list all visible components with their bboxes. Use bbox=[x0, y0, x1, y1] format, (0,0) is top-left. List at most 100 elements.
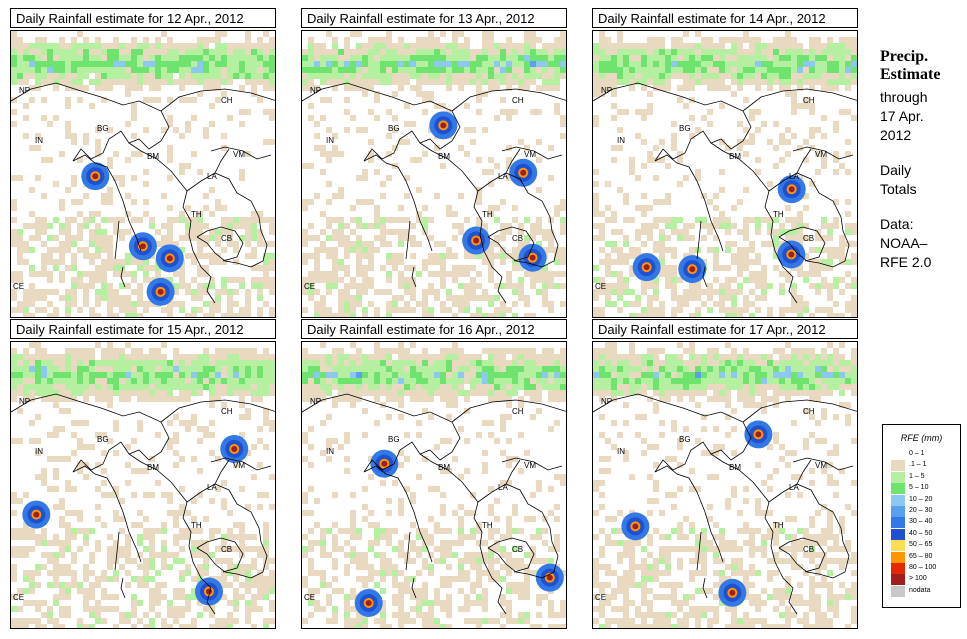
rain-cell bbox=[488, 37, 494, 43]
rain-cell bbox=[446, 402, 452, 408]
rain-cell bbox=[35, 474, 41, 480]
rain-cell bbox=[452, 271, 458, 277]
rain-cell bbox=[362, 223, 368, 229]
rain-cell bbox=[143, 378, 149, 384]
rain-cell bbox=[356, 624, 362, 628]
rain-cell bbox=[815, 43, 821, 49]
border-line bbox=[302, 393, 461, 473]
rain-cell bbox=[251, 564, 257, 570]
country-label-th: TH bbox=[482, 210, 493, 219]
rain-cell bbox=[362, 384, 368, 390]
rain-cell bbox=[23, 534, 29, 540]
rain-cell bbox=[77, 55, 83, 61]
rain-cell bbox=[17, 247, 23, 253]
rain-cell bbox=[476, 67, 482, 73]
rain-cell bbox=[512, 205, 518, 211]
rain-cell bbox=[464, 73, 470, 79]
rain-cell bbox=[71, 486, 77, 492]
rain-cell bbox=[536, 241, 542, 247]
rain-cell bbox=[785, 151, 791, 157]
border-line bbox=[742, 88, 857, 112]
rain-cell bbox=[635, 366, 641, 372]
rain-cell bbox=[83, 570, 89, 576]
rain-cell bbox=[131, 289, 137, 295]
rain-cell bbox=[308, 73, 314, 79]
rain-cell bbox=[761, 354, 767, 360]
rain-cell bbox=[446, 348, 452, 354]
rain-cell bbox=[263, 378, 269, 384]
rain-cell bbox=[500, 109, 506, 115]
rain-cell bbox=[344, 127, 350, 133]
rain-cell bbox=[239, 348, 245, 354]
rain-cell bbox=[47, 618, 53, 624]
rain-cell bbox=[821, 217, 827, 223]
rain-cell bbox=[605, 205, 611, 211]
rain-cell bbox=[245, 354, 251, 360]
rain-cell bbox=[464, 534, 470, 540]
rain-cell bbox=[47, 157, 53, 163]
rain-cell bbox=[404, 217, 410, 223]
rain-cell bbox=[797, 235, 803, 241]
rain-cell bbox=[785, 307, 791, 313]
rain-cell bbox=[95, 378, 101, 384]
rain-cell bbox=[599, 79, 605, 85]
rain-cell bbox=[215, 61, 221, 67]
rain-cell bbox=[743, 61, 749, 67]
rain-cell bbox=[125, 372, 131, 378]
rain-cell bbox=[143, 360, 149, 366]
rain-cell bbox=[398, 384, 404, 390]
rain-cell bbox=[101, 79, 107, 85]
rain-cell bbox=[332, 73, 338, 79]
rain-cell bbox=[362, 289, 368, 295]
rain-cell bbox=[131, 378, 137, 384]
rain-cell bbox=[332, 540, 338, 546]
rain-cell bbox=[611, 85, 617, 91]
rain-cell bbox=[659, 229, 665, 235]
rain-cell bbox=[845, 259, 851, 265]
rain-cell bbox=[59, 67, 65, 73]
rain-cell bbox=[314, 396, 320, 402]
rain-cell bbox=[791, 91, 797, 97]
rain-cell bbox=[410, 354, 416, 360]
rain-cell bbox=[107, 390, 113, 396]
rain-cell bbox=[422, 618, 428, 624]
rain-cell bbox=[356, 558, 362, 564]
border-line bbox=[214, 148, 230, 174]
rain-cell bbox=[707, 366, 713, 372]
rain-cell bbox=[422, 546, 428, 552]
rain-cell bbox=[392, 528, 398, 534]
rain-cell bbox=[155, 348, 161, 354]
rain-cell bbox=[380, 390, 386, 396]
rain-cell bbox=[488, 378, 494, 384]
rain-cell bbox=[113, 265, 119, 271]
rain-cell bbox=[815, 67, 821, 73]
rain-cell bbox=[77, 211, 83, 217]
rain-cell bbox=[416, 43, 422, 49]
rain-cell bbox=[446, 67, 452, 73]
rain-cell bbox=[536, 594, 542, 600]
rain-cell bbox=[245, 390, 251, 396]
rain-cell bbox=[374, 378, 380, 384]
rain-cell bbox=[239, 384, 245, 390]
rain-cell bbox=[374, 55, 380, 61]
rain-cell bbox=[851, 115, 857, 121]
rain-cell bbox=[500, 301, 506, 307]
rain-cell bbox=[125, 307, 131, 313]
rain-cell bbox=[41, 384, 47, 390]
rain-cell bbox=[125, 354, 131, 360]
rain-cell bbox=[326, 55, 332, 61]
rain-cell bbox=[107, 55, 113, 61]
rain-cell bbox=[623, 109, 629, 115]
rain-cell bbox=[233, 366, 239, 372]
rain-cell bbox=[494, 253, 500, 259]
rain-cell bbox=[53, 61, 59, 67]
rain-cell bbox=[506, 582, 512, 588]
rain-cell bbox=[326, 217, 332, 223]
rain-cell bbox=[185, 67, 191, 73]
rain-cell bbox=[161, 49, 167, 55]
rain-cell bbox=[356, 366, 362, 372]
rain-cell bbox=[785, 354, 791, 360]
rain-cell bbox=[422, 91, 428, 97]
rain-cell bbox=[179, 612, 185, 618]
rain-cell bbox=[53, 618, 59, 624]
